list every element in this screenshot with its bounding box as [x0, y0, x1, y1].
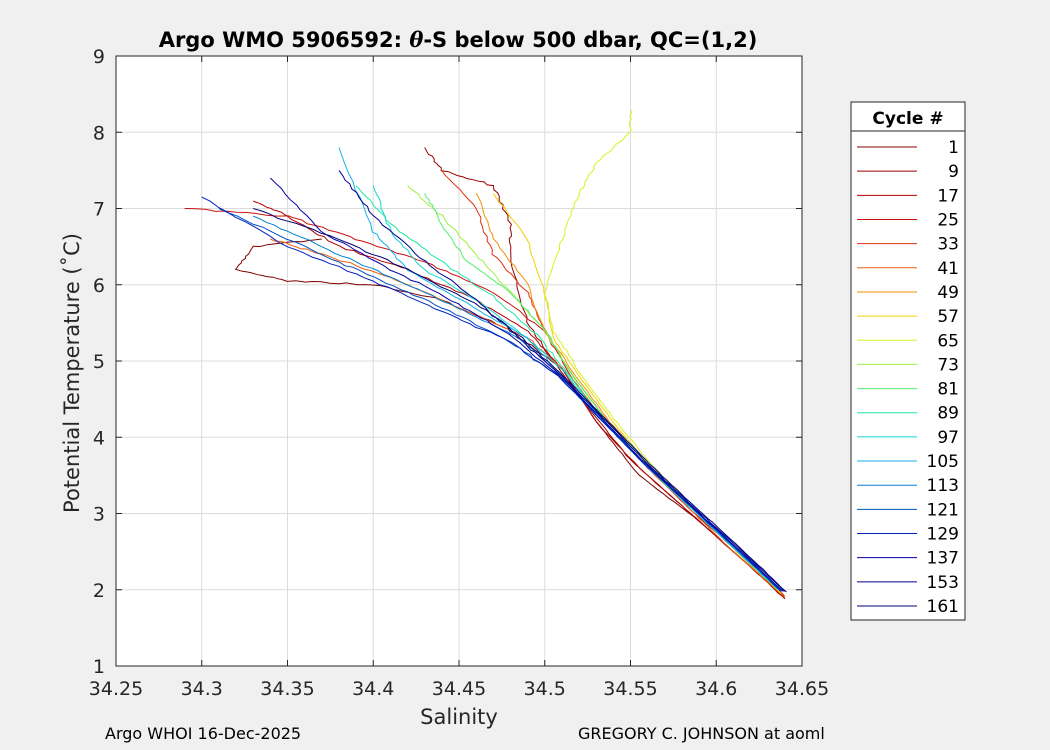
axis-ticks: 34.25 34.3 34.35 34.4 34.45 34.5 34.55 34.6 34.6…	[89, 46, 829, 700]
x-tick-label: 34.4	[352, 678, 394, 700]
y-tick-label: 6	[93, 275, 105, 297]
legend-label: 129	[927, 525, 959, 545]
y-tick-label: 5	[93, 351, 105, 373]
legend-label: 25	[937, 210, 959, 230]
footer-left: Argo WHOI 16-Dec-2025	[105, 724, 302, 743]
series-line-cycle-17	[252, 200, 785, 598]
x-tick-label: 34.35	[260, 678, 314, 700]
legend-label: 89	[937, 404, 959, 424]
x-tick-label: 34.25	[89, 678, 143, 700]
x-axis-label: Salinity	[420, 705, 498, 729]
legend-label: 121	[927, 500, 959, 520]
legend-label: 17	[937, 186, 959, 206]
legend-label: 113	[927, 476, 959, 496]
y-tick-label: 7	[93, 199, 105, 221]
legend-label: 97	[937, 428, 959, 448]
series-line-cycle-137	[270, 177, 784, 592]
y-tick-label: 4	[93, 427, 105, 449]
legend-label: 33	[937, 235, 959, 255]
y-tick-label: 3	[93, 504, 105, 526]
series-line-cycle-161	[253, 208, 787, 593]
legend-label: 137	[927, 549, 959, 569]
y-tick-label: 8	[93, 122, 105, 144]
y-axis-label: Potential Temperature (˚C)	[60, 233, 84, 513]
legend-title: Cycle #	[872, 109, 943, 129]
legend-label: 41	[937, 259, 959, 279]
legend-label: 81	[937, 380, 959, 400]
x-tick-label: 34.6	[695, 678, 737, 700]
series-line-cycle-25	[184, 208, 785, 597]
legend-label: 73	[937, 355, 959, 375]
legend-label: 105	[927, 452, 959, 472]
y-tick-label: 1	[93, 656, 105, 678]
y-tick-label: 2	[93, 580, 105, 602]
legend-entries: 1 9 17 25 33 41 49 57 65 73 81 89 97 105 113 121 129 137 1…	[857, 138, 959, 617]
x-tick-label: 34.65	[775, 678, 829, 700]
legend-label: 153	[927, 573, 959, 593]
footer-right: GREGORY C. JOHNSON at aoml	[578, 724, 825, 743]
series-layer	[184, 109, 787, 600]
y-tick-label: 9	[93, 46, 105, 68]
legend-label: 49	[937, 283, 959, 303]
legend-label: 57	[937, 307, 959, 327]
x-tick-label: 34.3	[181, 678, 223, 700]
x-tick-label: 34.55	[603, 678, 657, 700]
x-tick-label: 34.5	[524, 678, 566, 700]
series-line-cycle-41	[270, 238, 786, 598]
series-line-cycle-153	[338, 170, 786, 592]
chart-title: Argo WMO 5906592: θ-S below 500 dbar, QC…	[159, 27, 758, 52]
legend-label: 161	[927, 597, 959, 617]
grid-lines	[116, 56, 802, 666]
legend: Cycle # 1 9 17 25 33 41 49 57 65 73 81 89 97 105 113 12…	[850, 101, 966, 621]
legend-label: 1	[948, 138, 959, 158]
legend-label: 9	[948, 162, 959, 182]
legend-label: 65	[937, 331, 959, 351]
x-tick-label: 34.45	[432, 678, 486, 700]
